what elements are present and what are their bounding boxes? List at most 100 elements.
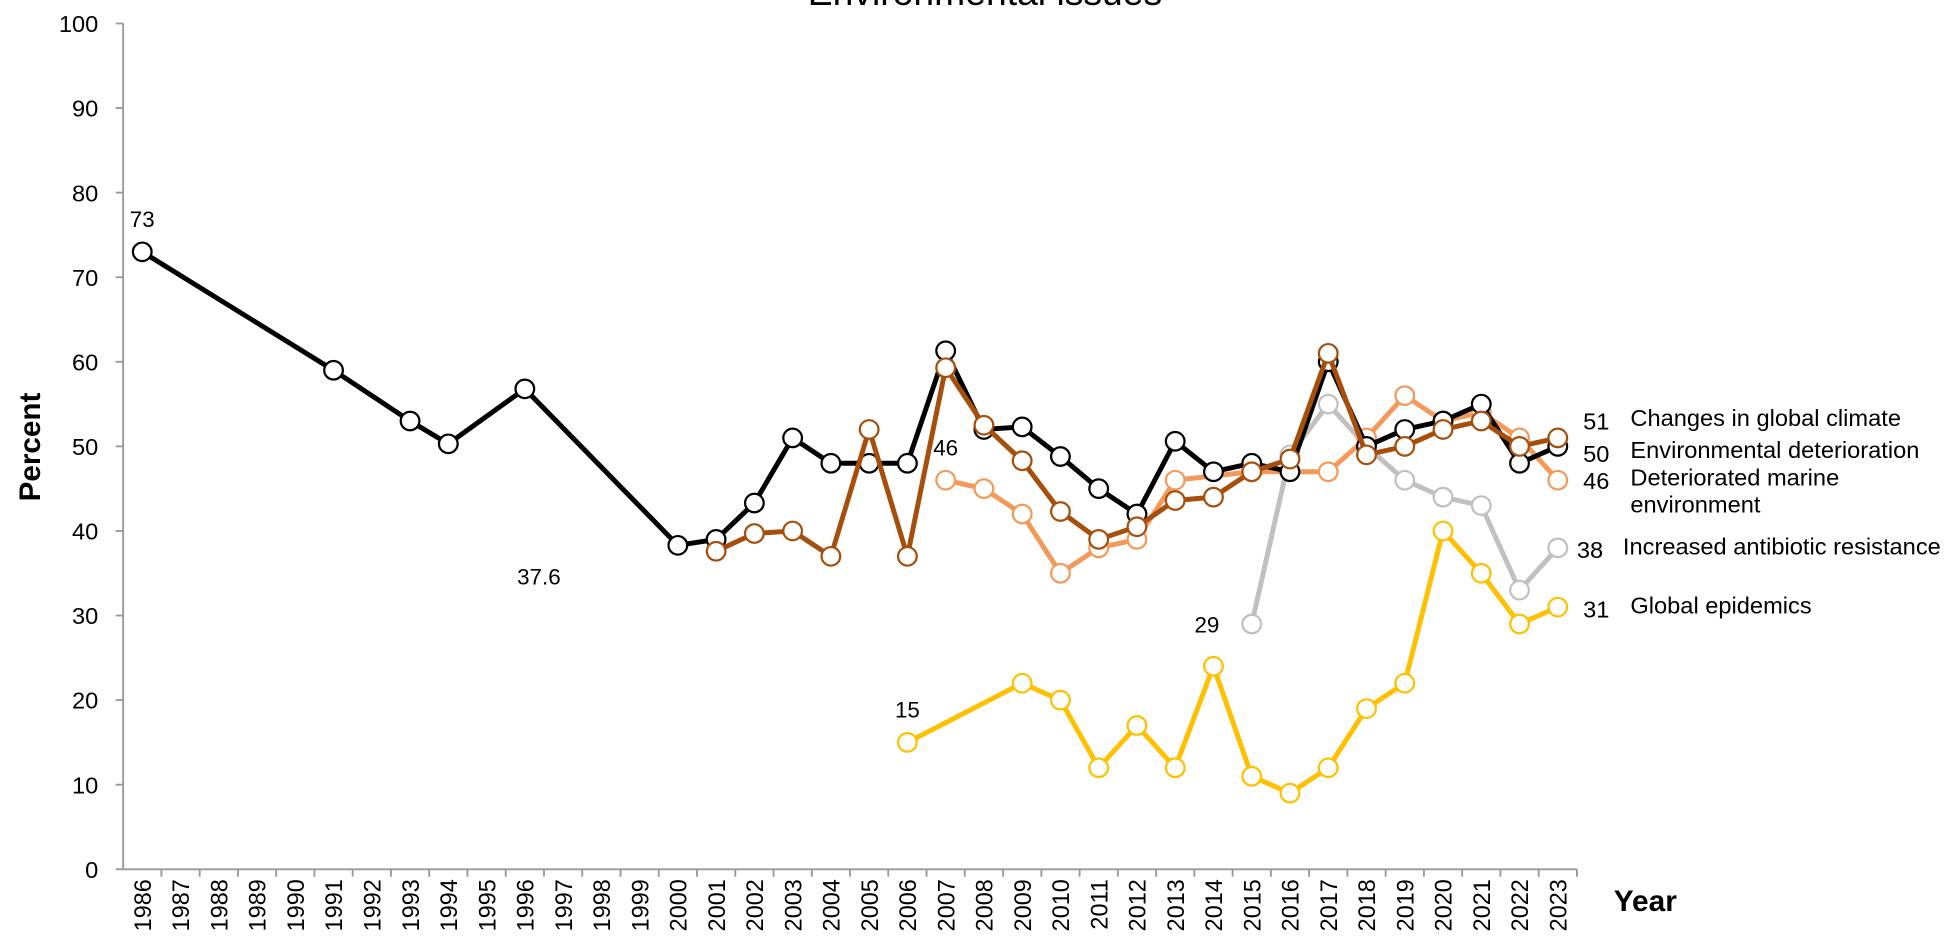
x-tick-label: 2019 [1392,879,1418,931]
marker [1049,562,1071,584]
marker [1317,461,1339,483]
marker [1432,419,1454,440]
marker [896,545,918,567]
marker [1049,501,1071,522]
y-tick-label: 10 [72,772,98,798]
data-label: 73 [130,207,155,232]
marker [437,433,459,455]
marker [1394,385,1416,406]
marker [1547,469,1569,491]
marker [1470,393,1492,415]
marker [1394,419,1416,440]
marker [1470,562,1492,584]
x-tick-label: 2010 [1048,879,1074,931]
x-tick-label: 1995 [474,879,500,931]
marker [1547,537,1569,559]
x-tick-label: 2005 [857,879,883,931]
y-tick-label: 50 [72,434,98,460]
x-tick-label: 2017 [1316,879,1342,931]
end-value-label: 38 [1577,537,1603,563]
x-tick-label: 2018 [1354,879,1380,931]
chart-title: Environmental issues [808,0,1162,13]
legend-label: Changes in global climate [1630,406,1901,433]
marker [1317,342,1339,364]
y-axis-label: Percent [14,393,47,502]
marker [743,523,765,544]
legend-label: Environmental deterioration [1630,438,1920,465]
y-tick-label: 30 [72,603,98,629]
marker [1011,503,1033,525]
x-tick-label: 1994 [436,879,462,931]
marker [1279,448,1301,470]
marker [1011,416,1033,438]
marker [1509,452,1530,474]
marker [1126,516,1148,538]
marker [858,419,880,440]
marker [782,427,804,449]
marker [1317,393,1339,415]
marker [743,492,765,514]
x-tick-label: 1989 [245,879,271,931]
marker [705,540,727,562]
data-label: 15 [895,698,920,723]
end-value-label: 31 [1583,596,1609,622]
x-axis-label: Year [1614,885,1677,918]
marker [1356,444,1377,466]
x-tick-label: 2022 [1507,879,1533,931]
marker [1011,672,1033,694]
data-label: 29 [1194,613,1219,638]
x-tick-label: 2013 [1163,879,1189,931]
marker [1432,486,1454,508]
x-tick-label: 2003 [780,879,806,931]
marker [1011,450,1033,472]
data-label: 46 [933,436,958,461]
legend-entry: Increased antibiotic resistance [1623,535,1941,561]
x-tick-label: 2008 [972,879,998,931]
marker [1279,782,1301,804]
marker [1509,613,1530,635]
marker [1241,461,1263,483]
x-tick-label: 2006 [895,879,921,931]
marker [514,378,536,400]
x-tick-label: 1991 [321,879,347,931]
x-tick-label: 2009 [1010,879,1036,931]
marker [1126,715,1148,736]
x-tick-label: 2000 [665,879,691,931]
marker [1164,490,1186,511]
x-tick-label: 1988 [206,879,232,931]
marker [973,478,995,500]
marker [935,340,957,362]
marker [1049,689,1071,711]
x-tick-label: 2014 [1201,879,1227,931]
end-value-label: 46 [1583,468,1609,494]
marker [782,520,804,542]
marker [1241,765,1263,787]
x-tick-label: 2023 [1545,879,1571,931]
marker [1088,529,1110,550]
marker [131,241,153,263]
marker [1241,613,1263,635]
x-tick-label: 1997 [551,879,577,931]
marker [1088,478,1110,500]
marker [1547,596,1569,618]
data-label: 37.6 [517,565,561,590]
x-tick-label: 2002 [742,879,768,931]
marker [1356,698,1377,719]
marker [667,534,689,556]
marker [323,359,344,381]
x-tick-label: 2007 [933,879,959,931]
marker [1470,410,1492,432]
x-tick-label: 1986 [130,879,156,931]
marker [1317,757,1339,779]
legend-label: Deteriorated marine environment [1630,465,1840,519]
x-tick-label: 2021 [1469,879,1495,931]
marker [820,545,842,567]
marker [896,732,918,753]
y-tick-label: 60 [72,350,98,376]
marker [1203,655,1224,677]
y-tick-label: 80 [72,180,98,206]
x-tick-label: 2004 [819,879,845,931]
y-tick-label: 0 [85,857,98,883]
x-tick-label: 1993 [398,879,424,931]
